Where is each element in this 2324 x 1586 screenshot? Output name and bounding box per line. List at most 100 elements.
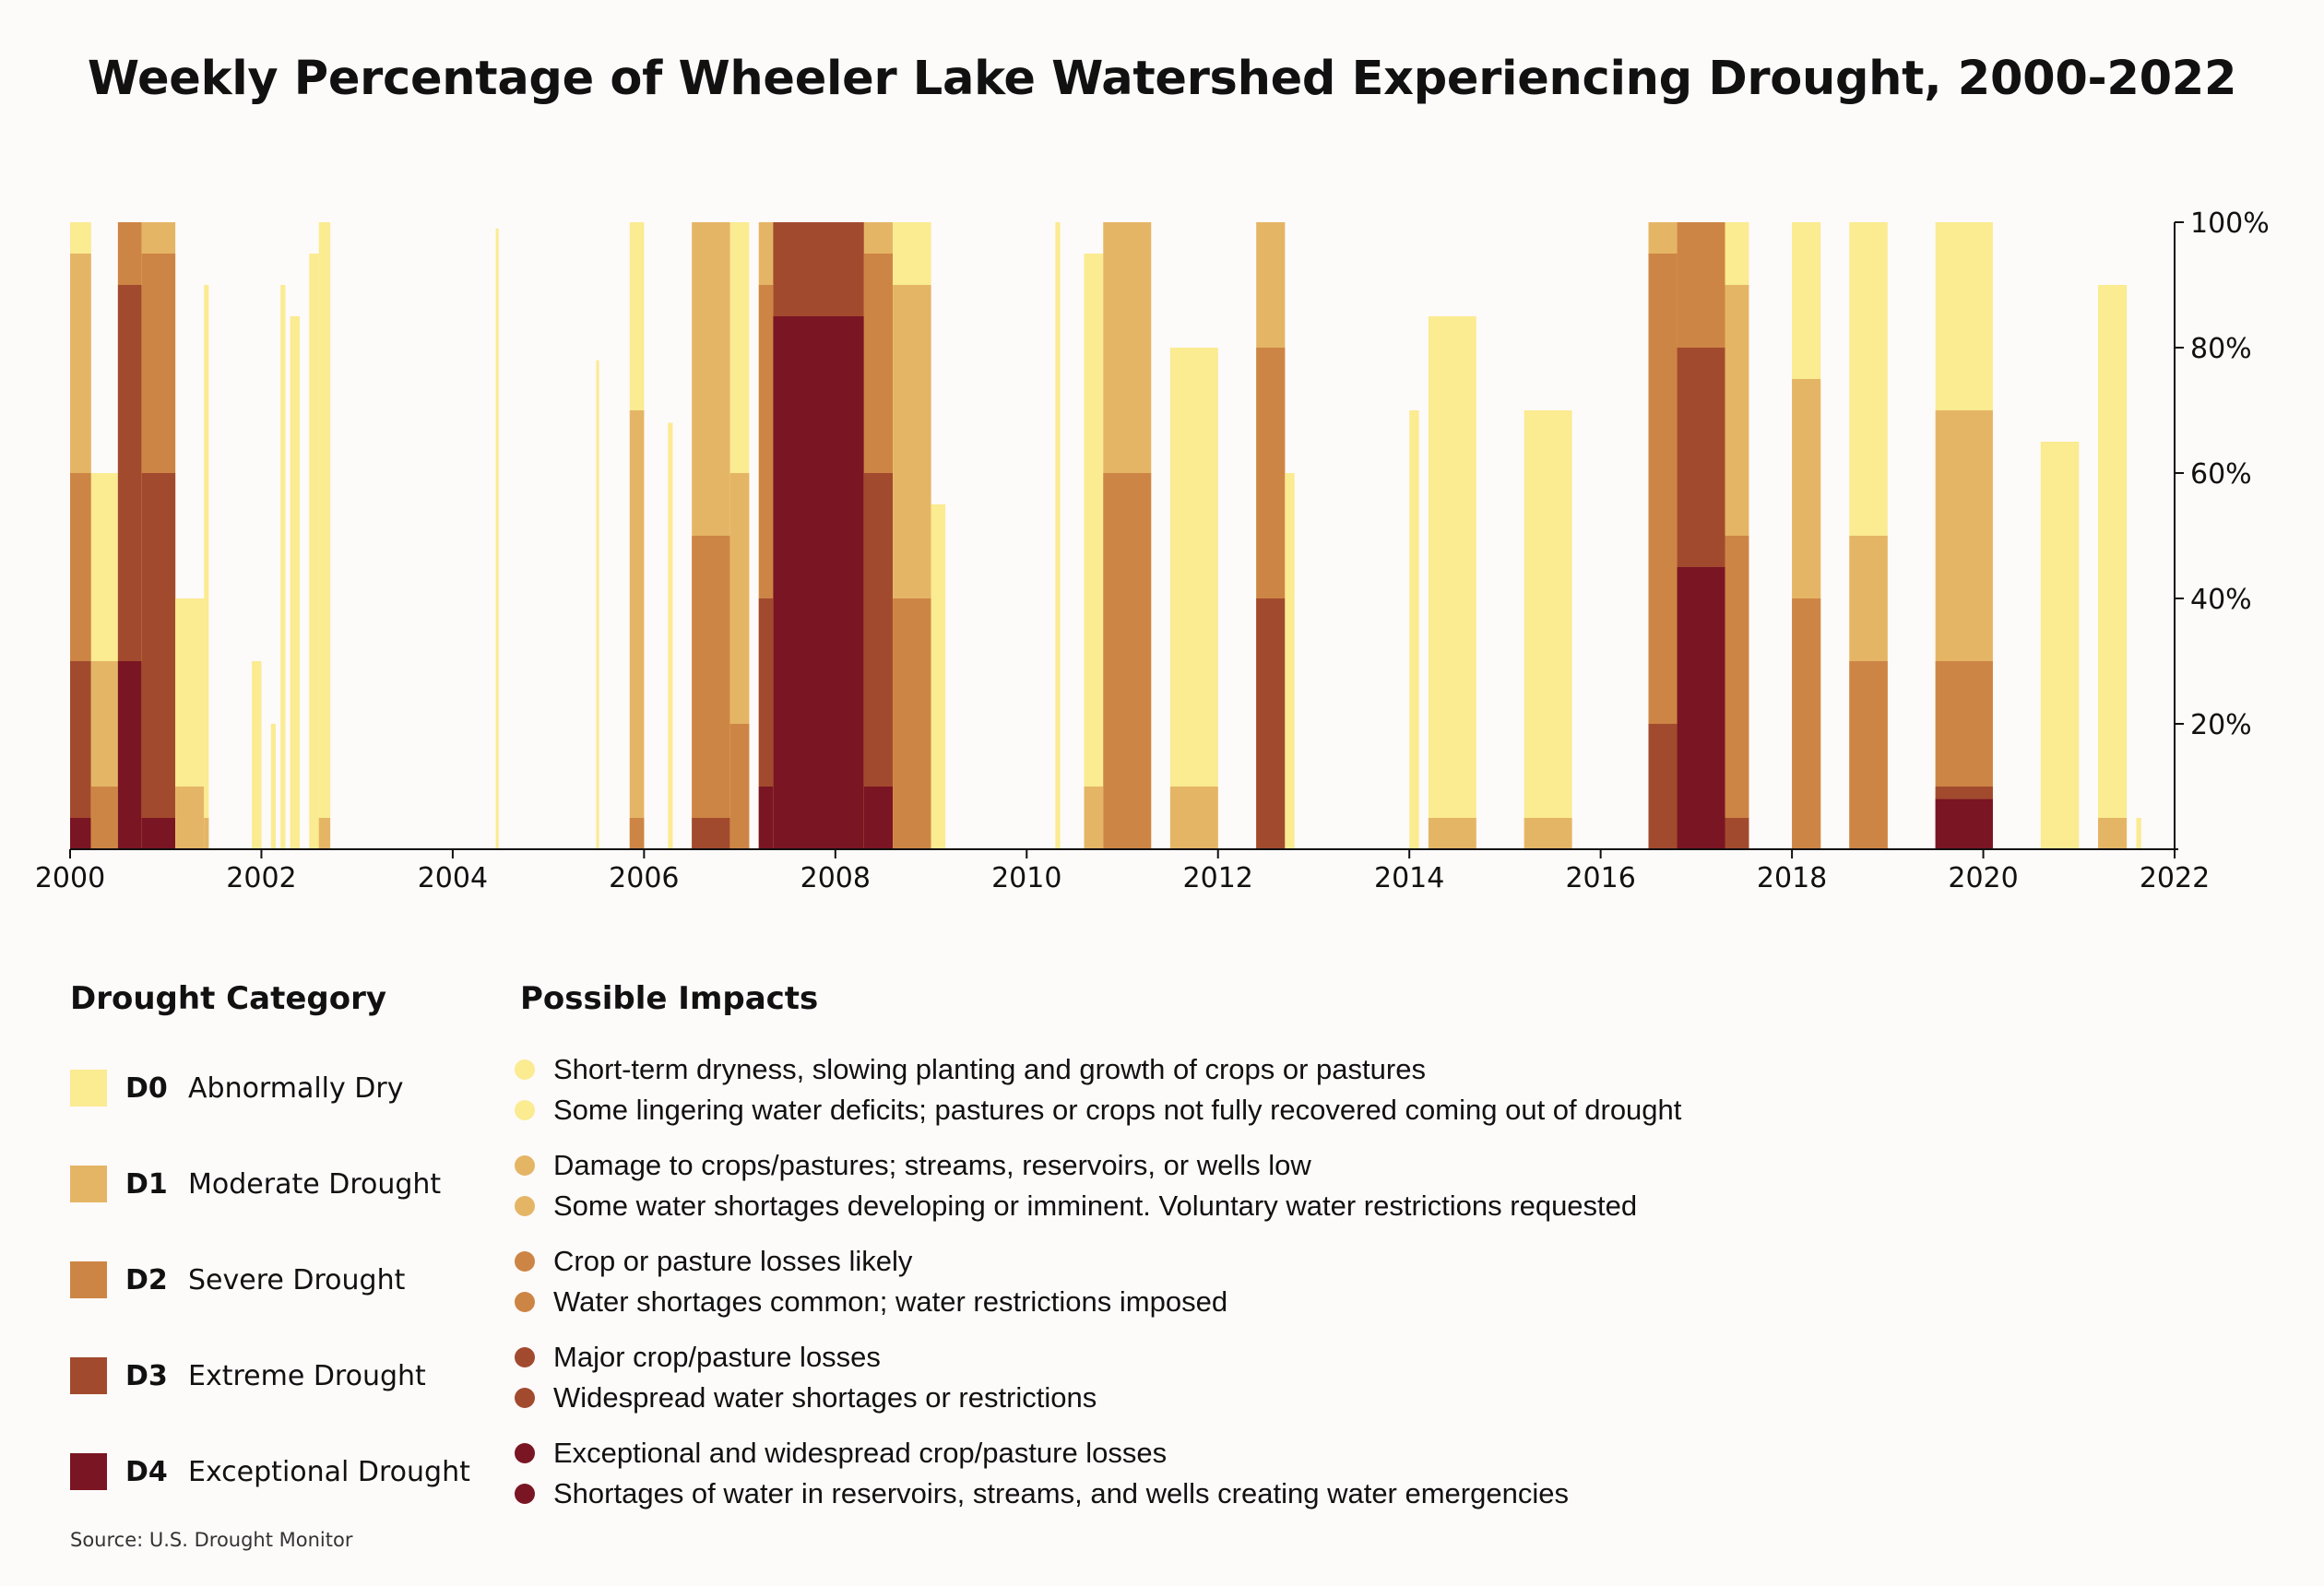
drought-bar-d2-17 [729,724,750,849]
impact-text: Exceptional and widespread crop/pasture … [553,1437,1168,1469]
impact-item: Widespread water shortages or restrictio… [515,1379,1097,1416]
drought-bar-d0-24 [1084,254,1104,849]
drought-bar-d4-18 [758,787,774,849]
drought-bar-d0-7 [270,724,276,849]
drought-bar-d1-4 [175,787,205,849]
x-tick-label: 2016 [1565,862,1635,894]
impact-item: Exceptional and widespread crop/pasture … [515,1435,1167,1472]
impact-text: Water shortages common; water restrictio… [553,1285,1228,1318]
drought-bar-d3-16 [692,818,730,849]
drought-bar-d4-0 [70,818,91,849]
drought-bar-d1-11 [318,818,331,849]
impact-item: Water shortages common; water restrictio… [515,1284,1227,1320]
y-tick-label: 100% [2190,207,2270,240]
drought-bar-d4-3 [141,818,176,849]
swatch-d1 [70,1166,107,1202]
drought-bar-d3-0 [70,661,91,849]
drought-bars [70,222,2141,850]
drought-bar-d1-24 [1084,787,1104,849]
drought-bar-d1-39 [2098,818,2128,849]
drought-bar-d0-26 [1169,348,1218,849]
drought-bar-d0-11 [318,222,331,849]
x-tick-label: 2008 [800,862,871,894]
impact-item: Some water shortages developing or immin… [515,1188,1637,1225]
x-tick-label: 2000 [35,862,105,894]
drought-bar-d2-21 [893,598,931,849]
category-code: D4 [125,1455,168,1488]
drought-bar-d0-29 [1409,410,1419,849]
y-tick-label: 40% [2190,584,2252,616]
drought-bar-d3-32 [1648,724,1678,849]
impact-item: Some lingering water deficits; pastures … [515,1092,1681,1129]
impact-bullet [515,1100,535,1120]
x-tick-label: 2004 [418,862,488,894]
drought-bar-d1-31 [1524,818,1572,849]
impact-text: Short-term dryness, slowing planting and… [553,1053,1426,1085]
y-tick-label: 20% [2190,709,2252,741]
drought-bar-d0-15 [668,422,673,849]
drought-bar-d0-6 [252,661,262,849]
swatch-d2 [70,1261,107,1298]
drought-bar-d0-30 [1428,316,1476,849]
swatch-d4 [70,1453,107,1490]
x-tick-label: 2022 [2140,862,2210,894]
category-d1: D1 Moderate Drought [70,1166,441,1202]
drought-bar-d3-3 [141,473,176,849]
drought-bar-d2-25 [1103,473,1152,849]
impact-bullet [515,1292,535,1312]
category-code: D2 [125,1263,168,1296]
x-tick-label: 2006 [609,862,679,894]
impact-item: Crop or pasture losses likely [515,1243,912,1280]
impact-item: Short-term dryness, slowing planting and… [515,1051,1426,1088]
drought-bar-d2-34 [1725,536,1749,849]
impact-bullet [515,1155,535,1176]
source-note: Source: U.S. Drought Monitor [70,1529,353,1551]
impact-text: Shortages of water in reservoirs, stream… [553,1477,1569,1509]
category-code: D1 [125,1167,168,1201]
category-label: Severe Drought [188,1263,406,1296]
drought-bar-d2-36 [1849,661,1888,849]
drought-bar-d0-22 [931,504,946,849]
category-d2: D2 Severe Drought [70,1261,405,1298]
impact-text: Crop or pasture losses likely [553,1245,913,1277]
drought-bar-d0-8 [280,285,286,849]
category-d0: D0 Abnormally Dry [70,1070,404,1107]
x-tick-label: 2010 [991,862,1061,894]
drought-bar-d1-14 [629,410,645,849]
drought-bar-d1-26 [1169,787,1218,849]
impact-text: Damage to crops/pastures; streams, reser… [553,1149,1311,1181]
impact-item: Major crop/pasture losses [515,1339,881,1376]
x-tick-label: 2012 [1183,862,1253,894]
x-tick-label: 2014 [1374,862,1444,894]
drought-bar-d1-30 [1428,818,1476,849]
chart-axes: 2000 2002 2004 2006 2008 2010 2012 2014 2016 2018… [35,207,2270,894]
swatch-d3 [70,1357,107,1394]
category-d4: D4 Exceptional Drought [70,1453,470,1490]
drought-bar-d0-40 [2136,818,2141,849]
category-label: Extreme Drought [188,1359,426,1392]
x-tick-label: 2020 [1948,862,2018,894]
drought-bar-d0-28 [1285,473,1295,849]
impact-text: Major crop/pasture losses [553,1341,881,1373]
drought-bar-d0-10 [309,254,319,849]
impact-text: Some water shortages developing or immin… [553,1190,1638,1222]
drought-bar-d0-5 [204,285,209,849]
drought-bar-d4-33 [1677,567,1725,849]
drought-bar-d3-27 [1256,598,1286,849]
drought-bar-d4-19 [773,316,864,849]
drought-bar-d2-16 [692,536,730,849]
y-tick-label: 60% [2190,458,2252,491]
category-label: Exceptional Drought [188,1455,470,1488]
impact-text: Widespread water shortages or restrictio… [553,1381,1097,1414]
drought-bar-d4-2 [117,661,142,849]
drought-bar-d4-20 [863,787,893,849]
category-label: Abnormally Dry [188,1071,404,1105]
category-code: D3 [125,1359,168,1392]
drought-bar-d0-13 [596,360,599,850]
impact-bullet [515,1059,535,1080]
category-d3: D3 Extreme Drought [70,1357,426,1394]
impact-item: Shortages of water in reservoirs, stream… [515,1475,1569,1512]
drought-bar-d4-37 [1935,799,1993,849]
impact-bullet [515,1388,535,1408]
impact-bullet [515,1251,535,1272]
